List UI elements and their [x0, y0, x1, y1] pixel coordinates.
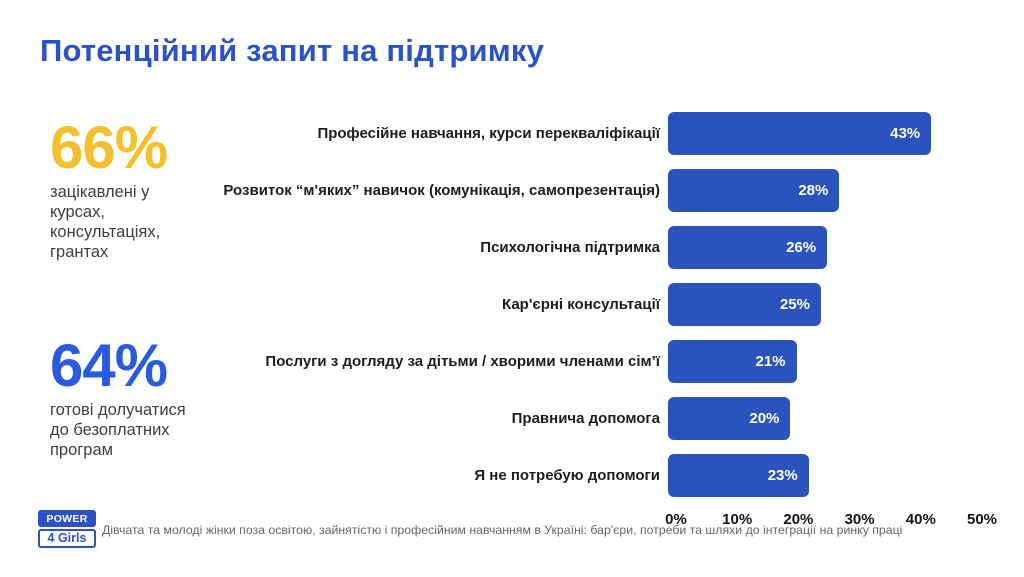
bar-category-label: Послуги з догляду за дітьми / хворими чл… — [265, 352, 660, 370]
power4girls-logo: POWER 4 Girls — [38, 510, 96, 548]
bar-category-label: Кар'єрні консультації — [502, 295, 660, 313]
bar: 26% — [668, 226, 828, 269]
bar-track: 26% — [668, 226, 974, 269]
page-title: Потенційний запит на підтримку — [40, 33, 545, 68]
bar-row: Розвиток “м'яких” навичок (комунікація, … — [170, 169, 982, 212]
stat-value-ready: 64% — [50, 332, 168, 399]
source-caption: Дівчата та молоді жінки поза освітою, за… — [102, 523, 903, 537]
stat-block-interested: 66% зацікавлені у курсах, консультаціях,… — [50, 116, 188, 263]
bar: 25% — [668, 283, 821, 326]
bar: 20% — [668, 397, 791, 440]
x-axis-tick: 40% — [905, 511, 936, 528]
bar: 23% — [668, 454, 809, 497]
bar-row: Кар'єрні консультації 25% — [170, 283, 982, 326]
bar-track: 43% — [668, 112, 974, 155]
bar-track: 20% — [668, 397, 974, 440]
bar-category-label: Правнича допомога — [511, 409, 660, 427]
stat-value-interested: 66% — [50, 114, 168, 181]
bar-row: Професійне навчання, курси перекваліфіка… — [170, 112, 982, 155]
stat-caption-ready: готові долучатися до безоплатних програм — [50, 401, 186, 460]
bar-value-label: 20% — [749, 410, 780, 427]
bar-row: Я не потребую допомоги 23% — [170, 454, 982, 497]
bar-value-label: 23% — [767, 467, 798, 484]
bar: 43% — [668, 112, 932, 155]
stat-block-ready: 64% готові долучатися до безоплатних про… — [50, 334, 208, 460]
bar-category-label: Професійне навчання, курси перекваліфіка… — [317, 124, 660, 142]
bar-row: Психологічна підтримка 26% — [170, 226, 982, 269]
bar-value-label: 21% — [755, 353, 786, 370]
support-demand-chart: Професійне навчання, курси перекваліфіка… — [170, 112, 997, 529]
bar-row: Послуги з догляду за дітьми / хворими чл… — [170, 340, 982, 383]
bar-track: 21% — [668, 340, 974, 383]
bar: 21% — [668, 340, 797, 383]
x-axis-tick: 30% — [844, 511, 875, 528]
bar-category-label: Психологічна підтримка — [480, 238, 660, 256]
bar-chart: Професійне навчання, курси перекваліфіка… — [170, 112, 982, 497]
logo-top-label: POWER — [38, 510, 96, 527]
bar-track: 28% — [668, 169, 974, 212]
bar-track: 25% — [668, 283, 974, 326]
bar-category-label: Розвиток “м'яких” навичок (комунікація, … — [223, 181, 660, 199]
logo-bottom-label: 4 Girls — [38, 529, 96, 548]
bar-value-label: 43% — [890, 125, 921, 142]
bar-value-label: 28% — [798, 182, 829, 199]
bar-value-label: 25% — [779, 296, 810, 313]
stat-caption-interested: зацікавлені у курсах, консультаціях, гра… — [50, 183, 161, 262]
bar: 28% — [668, 169, 840, 212]
x-axis-tick: 50% — [966, 511, 998, 528]
bar-value-label: 26% — [786, 239, 817, 256]
x-axis: 0% 10% 20% 30% 40% 50% — [665, 511, 997, 529]
bar-row: Правнича допомога 20% — [170, 397, 982, 440]
x-axis-tick: 20% — [783, 511, 814, 528]
x-axis-tick: 10% — [722, 511, 753, 528]
bar-track: 23% — [668, 454, 974, 497]
x-axis-tick: 0% — [665, 511, 687, 528]
bar-category-label: Я не потребую допомоги — [474, 466, 660, 484]
